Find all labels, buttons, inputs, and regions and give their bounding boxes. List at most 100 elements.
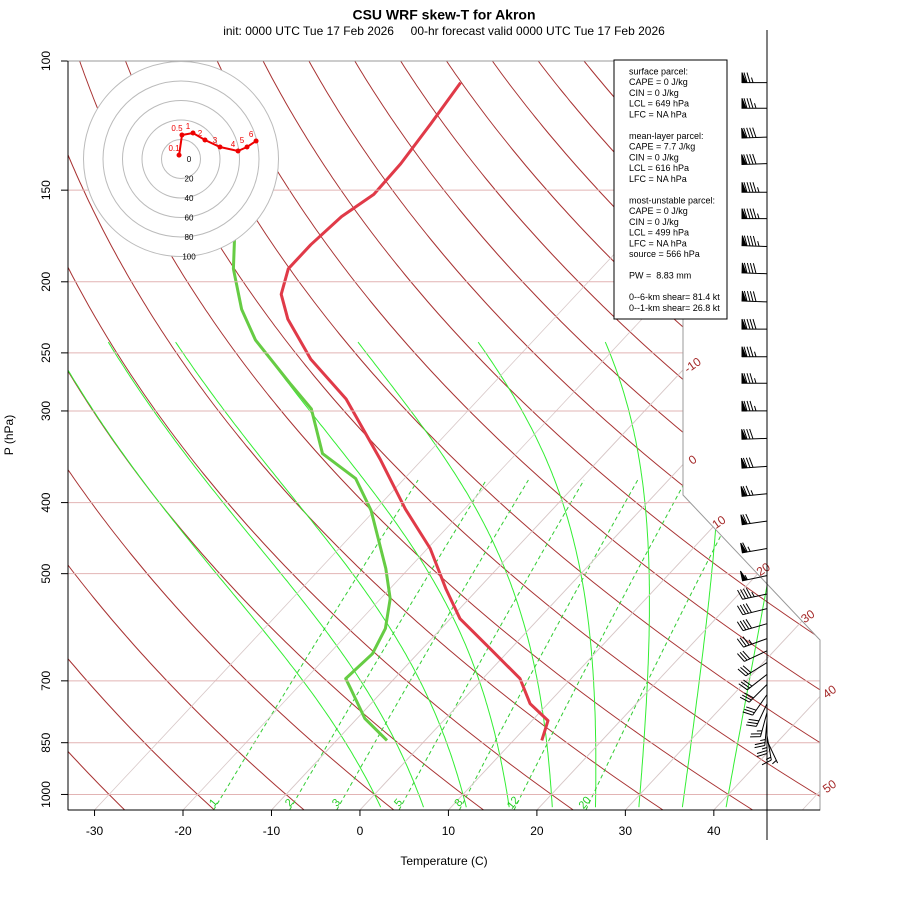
isotherm bbox=[271, 61, 820, 810]
isotherm bbox=[625, 61, 820, 810]
hodograph-point bbox=[244, 144, 250, 150]
wind-barb bbox=[739, 570, 768, 582]
hodograph-ring bbox=[141, 119, 221, 199]
parameter-text: most-unstable parcel: bbox=[629, 195, 715, 205]
profile-line bbox=[279, 81, 550, 741]
wind-barb bbox=[741, 153, 768, 165]
parameter-text: LCL = 649 hPa bbox=[629, 99, 689, 109]
parameter-text: LCL = 499 hPa bbox=[629, 228, 689, 238]
hodograph-point bbox=[217, 144, 223, 150]
hodograph-ring-label: 40 bbox=[185, 194, 194, 203]
wind-barb bbox=[750, 712, 768, 738]
wind-barb bbox=[737, 587, 768, 600]
dry-adiabat bbox=[68, 61, 215, 810]
wind-barb bbox=[741, 400, 767, 412]
x-tick-label: 30 bbox=[619, 824, 633, 838]
parameter-text: 0--6-km shear= 81.4 kt bbox=[629, 292, 720, 302]
wind-barb bbox=[741, 98, 767, 109]
dry-adiabat bbox=[68, 61, 664, 810]
wind-barb bbox=[766, 740, 779, 765]
parameter-text: LFC = NA hPa bbox=[629, 109, 687, 119]
wind-barb bbox=[741, 346, 767, 358]
wind-barb bbox=[741, 290, 768, 303]
wind-barb bbox=[741, 182, 767, 193]
x-tick-label: 20 bbox=[530, 824, 544, 838]
parameter-text: CAPE = 0 J/kg bbox=[629, 206, 688, 216]
hodograph-point-label: 0.5 bbox=[171, 124, 183, 133]
wind-barb bbox=[737, 662, 768, 677]
wind-barb bbox=[741, 373, 767, 384]
parameter-text: CIN = 0 J/kg bbox=[629, 152, 679, 162]
hodograph-point bbox=[190, 130, 196, 136]
wind-barb bbox=[740, 513, 768, 526]
hodograph-point-label: 0.1 bbox=[168, 144, 180, 153]
profiles bbox=[231, 81, 550, 742]
parameter-text: source = 566 hPa bbox=[629, 249, 700, 259]
mixing-ratio-line bbox=[289, 479, 487, 810]
dry-adiabat bbox=[261, 61, 820, 810]
wind-barb bbox=[740, 485, 768, 497]
x-tick-label: -10 bbox=[263, 824, 281, 838]
y-tick-label: 100 bbox=[39, 51, 53, 71]
y-tick-label: 1000 bbox=[39, 781, 53, 808]
moist-adiabat bbox=[257, 341, 510, 808]
moist-adiabat bbox=[107, 341, 424, 808]
hodograph-ring bbox=[83, 61, 279, 257]
hodograph-point bbox=[253, 138, 259, 144]
y-tick-label: 200 bbox=[39, 271, 53, 291]
parameter-text: mean-layer parcel: bbox=[629, 131, 704, 141]
parameter-box bbox=[613, 59, 728, 320]
hodograph-ring-label: 20 bbox=[185, 175, 194, 184]
wind-barb bbox=[742, 694, 768, 716]
parameter-text: LFC = NA hPa bbox=[629, 174, 687, 184]
parameter-text: LCL = 616 hPa bbox=[629, 163, 689, 173]
wind-barb bbox=[740, 457, 768, 469]
wind-barb bbox=[736, 636, 768, 648]
mixing-ratio-line bbox=[213, 479, 419, 810]
y-tick-label: 850 bbox=[39, 732, 53, 752]
hodograph-point bbox=[176, 152, 182, 158]
moist-adiabat bbox=[68, 341, 382, 808]
hodograph-ring bbox=[122, 100, 240, 218]
profile-line bbox=[231, 239, 392, 742]
mixing-ratio-line bbox=[513, 479, 687, 810]
hodograph-ring-label: 100 bbox=[182, 253, 196, 262]
x-tick-label: -30 bbox=[86, 824, 104, 838]
foreground: 1 2 3 5 8 12 20-30 -20 -10 0 10 20 30 40-100102030405… bbox=[39, 30, 839, 840]
parameter-text: LFC = NA hPa bbox=[629, 238, 687, 248]
x-tick-label: 0 bbox=[357, 824, 364, 838]
moist-adiabat bbox=[604, 341, 650, 808]
wind-barb bbox=[739, 684, 768, 703]
wind-barb bbox=[737, 650, 768, 662]
parameter-text: 0--1-km shear= 26.8 kt bbox=[629, 303, 720, 313]
dry-adiabat bbox=[306, 61, 820, 810]
wind-barb bbox=[741, 127, 768, 139]
y-tick-label: 150 bbox=[39, 180, 53, 200]
moist-adiabat bbox=[175, 341, 467, 808]
x-tick-label: 40 bbox=[707, 824, 721, 838]
chart-title: CSU WRF skew-T for Akron bbox=[352, 7, 535, 23]
hodograph-ring bbox=[102, 80, 260, 238]
dry-adiabat bbox=[489, 61, 820, 810]
hodograph-point-label: 4 bbox=[231, 140, 236, 149]
parameter-text: surface parcel: bbox=[629, 66, 688, 76]
y-axis-label: P (hPa) bbox=[2, 415, 16, 455]
parameter-text: CIN = 0 J/kg bbox=[629, 217, 679, 227]
wind-barb bbox=[736, 603, 768, 616]
wind-barb bbox=[738, 674, 768, 691]
wind-barb bbox=[740, 542, 768, 554]
hodograph-point-label: 6 bbox=[249, 130, 254, 139]
hodograph-point-label: 5 bbox=[240, 136, 245, 145]
x-tick-label: 10 bbox=[442, 824, 456, 838]
wind-barb bbox=[741, 235, 768, 247]
y-tick-label: 700 bbox=[39, 671, 53, 691]
hodograph-ring-label: 0 bbox=[187, 155, 192, 164]
mixing-ratio-line bbox=[585, 479, 751, 810]
chart-subtitle: init: 0000 UTC Tue 17 Feb 2026 00-hr for… bbox=[223, 24, 665, 38]
mixing-ratio-line bbox=[336, 479, 529, 810]
hodograph-ring-label: 80 bbox=[185, 233, 194, 242]
parameter-text: CAPE = 0 J/kg bbox=[629, 77, 688, 87]
y-tick-label: 250 bbox=[39, 343, 53, 363]
x-tick-label: -20 bbox=[174, 824, 192, 838]
